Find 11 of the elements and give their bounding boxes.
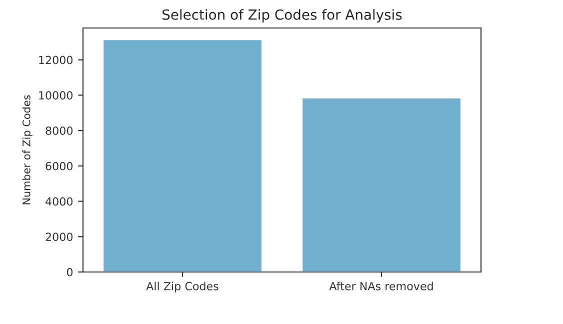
y-tick-label: 12000 bbox=[39, 56, 73, 64]
chart-title: Selection of Zip Codes for Analysis bbox=[162, 9, 402, 23]
x-tick-label: After NAs removed bbox=[329, 282, 433, 290]
y-tick-label: 8000 bbox=[46, 126, 73, 135]
y-tick-label: 10000 bbox=[39, 91, 73, 100]
y-axis-title: Number of Zip Codes bbox=[22, 95, 32, 204]
y-tick-label: 4000 bbox=[46, 197, 73, 206]
y-tick-label: 0 bbox=[66, 268, 73, 276]
x-tick-label: All Zip Codes bbox=[146, 282, 218, 292]
y-tick-label: 6000 bbox=[46, 162, 73, 170]
y-tick-label: 2000 bbox=[46, 232, 73, 242]
